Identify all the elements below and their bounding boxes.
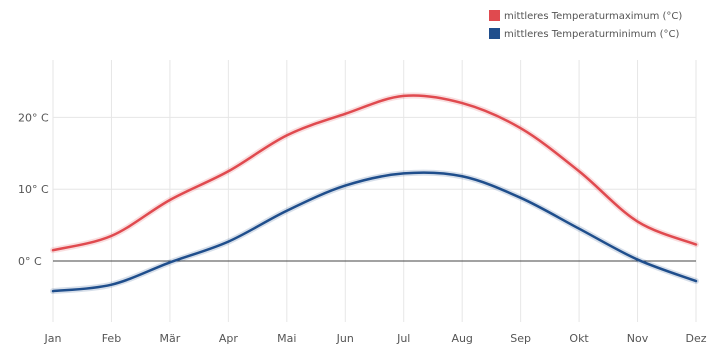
series-line-shadow <box>50 92 699 254</box>
data-point <box>344 113 346 115</box>
data-point <box>461 102 463 104</box>
x-tick-label: Feb <box>102 332 121 345</box>
data-point <box>636 258 638 260</box>
data-point <box>169 261 171 263</box>
x-tick-label: Mär <box>160 332 181 345</box>
x-tick-label: Mai <box>277 332 296 345</box>
data-point <box>227 240 229 242</box>
data-point <box>519 197 521 199</box>
x-tick-label: Nov <box>627 332 649 345</box>
legend-label: mittleres Temperaturminimum (°C) <box>504 29 679 40</box>
legend-swatch <box>489 28 500 39</box>
data-point <box>519 127 521 129</box>
series-layer <box>50 92 699 295</box>
data-point <box>110 283 112 285</box>
x-tick-label: Aug <box>451 332 472 345</box>
data-point <box>636 220 638 222</box>
data-point <box>286 210 288 212</box>
x-tick-label: Jul <box>396 332 410 345</box>
data-point <box>578 227 580 229</box>
legend-label: mittleres Temperaturmaximum (°C) <box>504 11 682 22</box>
data-point <box>695 280 697 282</box>
x-tick-label: Jun <box>336 332 354 345</box>
data-point <box>110 235 112 237</box>
x-tick-label: Dez <box>685 332 706 345</box>
data-point <box>695 243 697 245</box>
grid-layer <box>52 60 697 322</box>
legend: mittleres Temperaturmaximum (°C) mittlere… <box>489 10 682 40</box>
x-tick-label: Apr <box>219 332 239 345</box>
y-tick-label: 20° C <box>18 111 49 124</box>
x-tick-label: Jan <box>44 332 62 345</box>
data-point <box>344 184 346 186</box>
data-point <box>169 199 171 201</box>
axis-layer: Jan Feb Mär Apr Mai Jun Jul Aug Sep Okt Nov Dez 0° C… <box>18 111 707 345</box>
data-point <box>52 290 54 292</box>
y-tick-label: 0° C <box>18 255 42 268</box>
series-line-min <box>51 171 698 293</box>
data-point <box>403 172 405 174</box>
data-point <box>286 134 288 136</box>
series-line-max <box>51 94 698 252</box>
data-point <box>52 249 54 251</box>
x-tick-label: Okt <box>569 332 589 345</box>
data-point <box>403 95 405 97</box>
y-tick-label: 10° C <box>18 183 49 196</box>
legend-swatch <box>489 10 500 21</box>
data-point <box>578 170 580 172</box>
data-point <box>227 170 229 172</box>
data-point <box>461 175 463 177</box>
x-tick-label: Sep <box>510 332 531 345</box>
